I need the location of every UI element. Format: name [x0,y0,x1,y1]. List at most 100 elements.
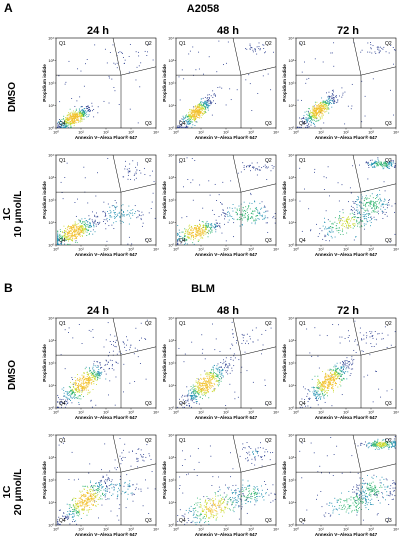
event-dot [213,389,215,391]
event-dot [70,126,72,128]
event-dot [104,364,106,366]
event-dot [96,373,98,375]
event-dot [341,87,343,89]
event-dot [366,209,368,211]
event-dot [256,215,258,217]
event-dot [261,353,263,355]
event-dot [260,208,262,210]
event-dot [261,207,263,209]
event-dot [197,232,198,234]
event-dot [198,117,200,119]
event-dot [73,227,75,229]
event-dot [73,125,75,127]
event-dot [194,234,196,236]
event-dot [311,356,313,358]
event-dot [307,401,309,403]
event-dot [189,50,191,52]
event-dot [78,227,80,229]
event-dot [203,383,205,385]
event-dot [230,357,232,359]
event-dot [89,370,91,372]
event-dot [106,62,108,64]
event-dot [63,395,65,397]
event-dot [367,161,369,163]
event-dot [216,225,218,227]
event-dot [202,113,204,115]
event-dot [215,224,217,226]
event-dot [339,362,341,364]
event-dot [124,168,126,170]
event-dot [245,206,247,208]
event-dot [249,335,251,337]
event-dot [81,225,82,227]
event-dot [84,225,86,227]
gate-line-upper [232,154,242,193]
event-dot [80,232,82,233]
event-dot [340,366,342,368]
event-dot [218,385,219,387]
event-dot [369,217,371,218]
event-dot [76,118,77,120]
event-dot [255,208,257,210]
event-dot [334,99,336,101]
event-dot [323,176,325,178]
event-dot [180,242,182,244]
event-dot [354,320,356,322]
event-dot [334,369,336,371]
event-dot [388,163,390,165]
event-dot [224,216,226,218]
event-dot [73,226,75,228]
event-dot [219,369,220,371]
event-dot [353,225,355,226]
event-dot [341,369,343,371]
event-dot [310,117,312,119]
event-dot [79,115,80,117]
event-dot [306,125,308,126]
event-dot [311,118,313,120]
cell-events [177,40,275,128]
event-dot [64,243,66,245]
event-dot [73,383,75,385]
event-dot [129,349,131,351]
event-dot [320,103,322,104]
event-dot [116,213,118,215]
event-dot [379,163,381,165]
event-dot [227,221,229,223]
event-dot [182,240,184,242]
event-dot [322,388,324,390]
event-dot [323,396,325,398]
event-dot [225,371,227,373]
event-dot [185,229,187,231]
event-dot [182,126,184,128]
y-axis-label: Propidium iodide [162,64,167,102]
event-dot [180,126,182,128]
event-dot [182,399,184,401]
event-dot [205,386,207,388]
event-dot [114,216,116,218]
event-dot [208,102,210,104]
event-dot [96,361,98,363]
event-dot [204,231,206,233]
event-dot [247,208,249,210]
x-tick-label: 10² [343,411,349,415]
event-dot [380,164,382,166]
event-dot [121,51,123,53]
event-dot [81,120,83,122]
event-dot [178,229,180,231]
event-dot [327,166,329,168]
event-dot [190,393,192,394]
event-dot [363,334,365,336]
event-dot [67,234,69,236]
event-dot [88,108,90,110]
event-dot [368,213,370,215]
event-dot [332,100,334,102]
event-dot [81,374,83,376]
event-dot [184,406,185,408]
x-tick-label: 10⁴ [393,131,399,135]
event-dot [367,221,369,223]
event-dot [326,105,328,107]
event-dot [215,378,217,379]
event-dot [193,235,195,237]
event-dot [206,386,208,388]
